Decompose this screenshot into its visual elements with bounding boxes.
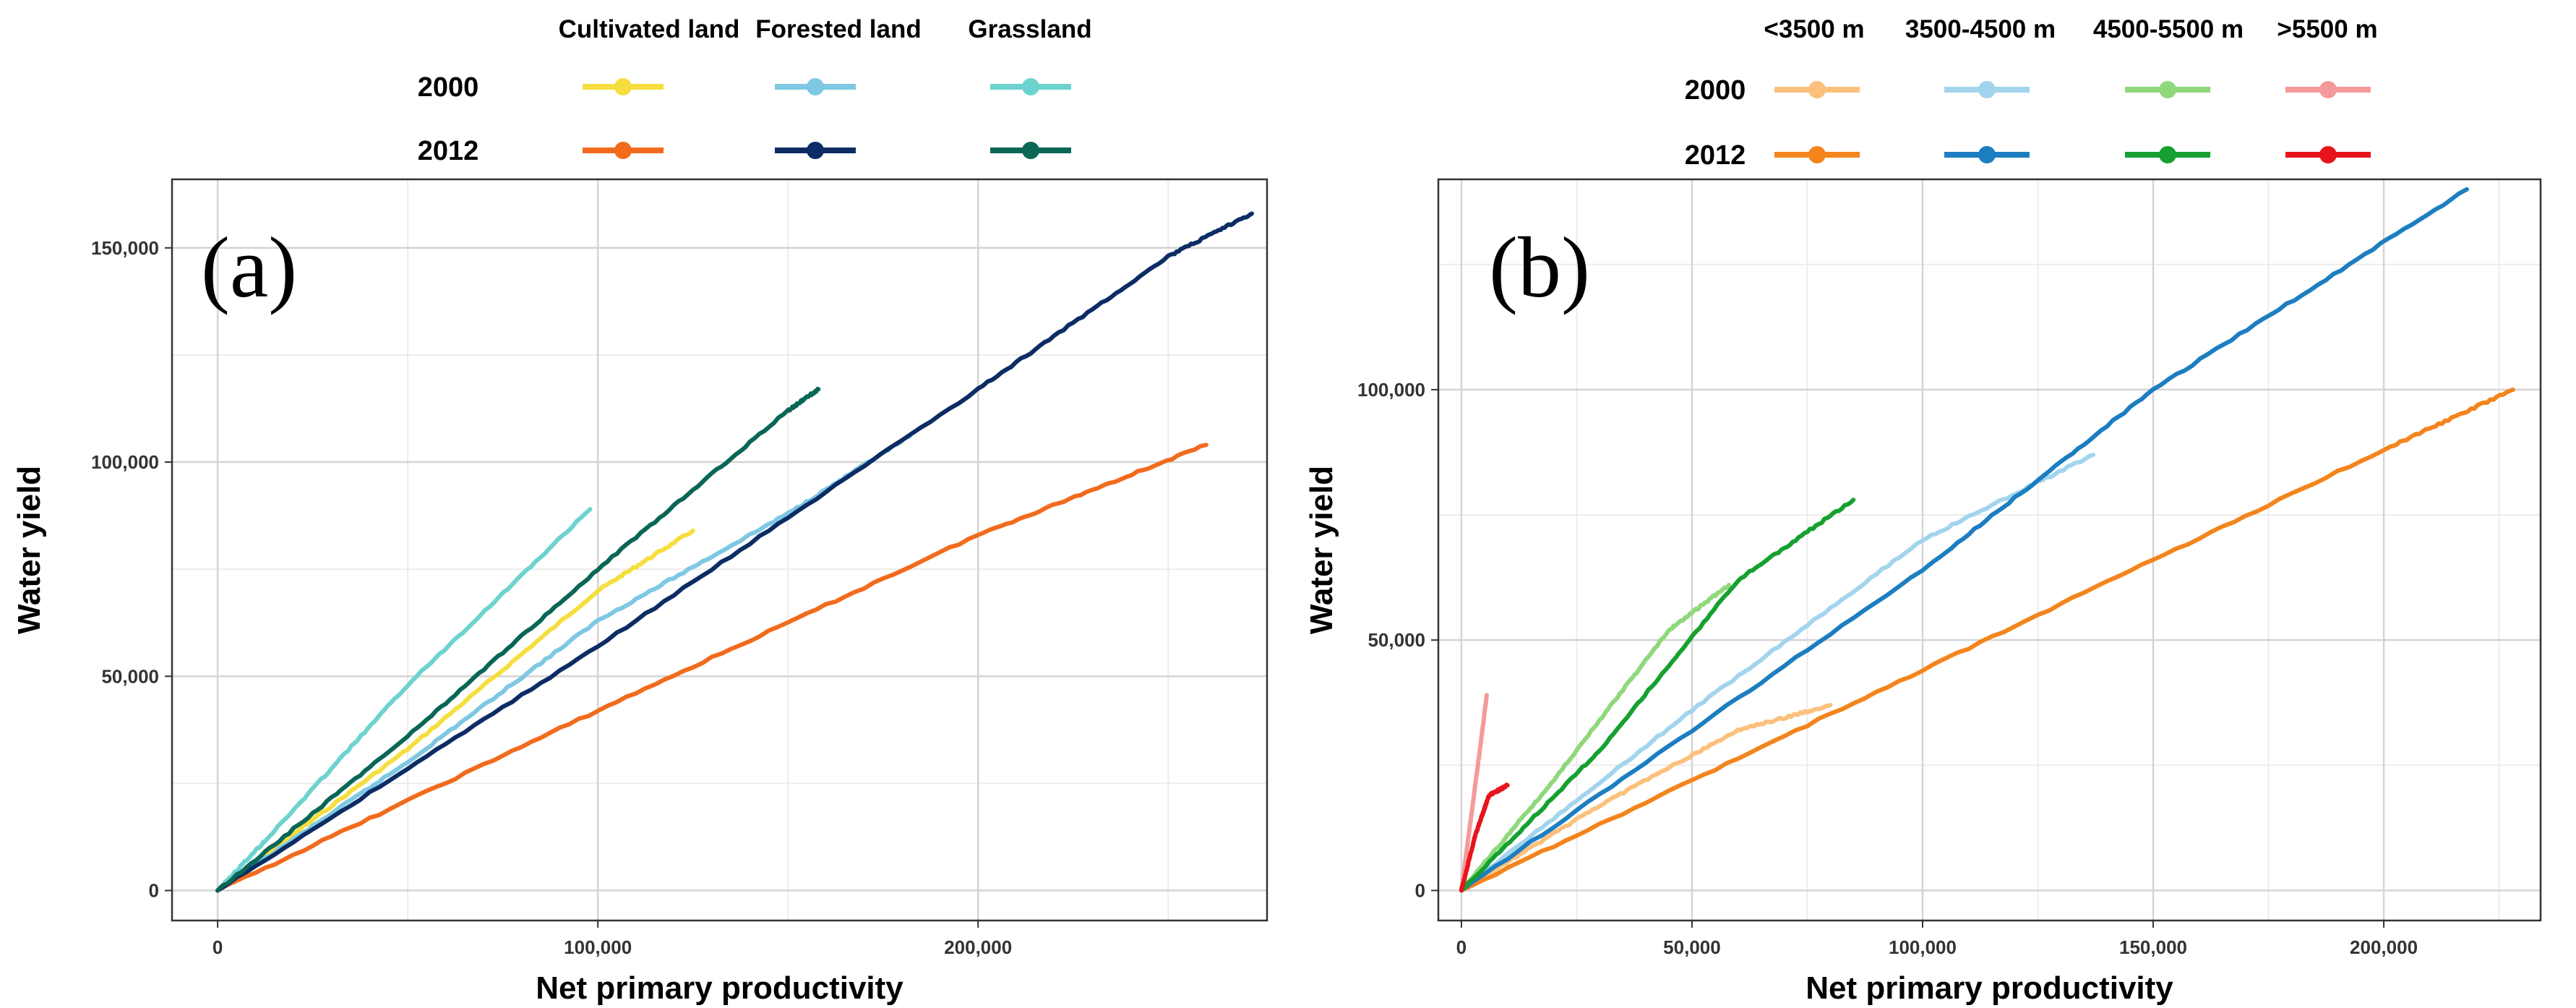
series-line [1459,452,2096,893]
minor-grid [1438,179,2541,921]
legend-category-label: Forested land [755,15,921,43]
y-tick-label: 0 [149,880,159,902]
series-line [215,443,1208,893]
legend-swatch-dot [1022,142,1039,159]
y-tick-label: 150,000 [91,237,159,259]
legend-swatch-dot [1978,146,1996,163]
x-tick-label: 150,000 [2119,936,2187,958]
legend-swatch-dot [807,78,824,95]
x-tick-label: 200,000 [2350,936,2418,958]
y-tick-label: 0 [1415,879,1425,901]
series-line [1459,497,1856,893]
plot-border [1437,178,2542,922]
series-line [215,507,593,893]
series-line [1459,583,1731,893]
legend-swatch-dot [614,78,632,95]
panel-label: (a) [201,219,297,315]
x-tick-label: 50,000 [1663,936,1721,958]
legend-swatch-dot [2319,81,2337,98]
legend-swatch-dot [1808,146,1826,163]
panel-label: (b) [1489,219,1590,315]
legend-category-label: 4500-5500 m [2093,15,2244,43]
legend-swatch-dot [2159,146,2176,163]
series-line [1459,693,1489,893]
x-axis-title: Net primary productivity [536,970,903,1006]
legend-category-label: Grassland [968,15,1091,43]
y-tick-label: 100,000 [1357,379,1425,401]
legend: Cultivated land Forested land Grassland 200… [418,15,1092,166]
y-tick-label: 100,000 [91,451,159,473]
y-tick-label: 50,000 [1368,629,1425,651]
legend-year-label: 2000 [1685,75,1746,106]
y-axis-title: Water yield [1304,466,1339,634]
x-tick-label: 0 [212,936,223,958]
legend-swatch-dot [1022,78,1039,95]
panel-b: 0 50,000 100,000 150,000 200,000 0 50,000 100,0… [1304,15,2542,1006]
series-line [215,211,1254,893]
minor-grid [172,179,1267,921]
legend-swatch-dot [2159,81,2176,98]
x-tick-label: 0 [1456,936,1467,958]
legend-swatch-dot [614,142,632,159]
x-tick-label: 100,000 [1889,936,1957,958]
panel-a: 0 100,000 200,000 0 50,000 100,000 150,000 (a) N… [12,15,1268,1006]
series-line [1459,703,1833,893]
x-tick-label: 200,000 [944,936,1012,958]
legend-swatch-dot [1808,81,1826,98]
x-tick-label: 100,000 [564,936,632,958]
legend-category-label: 3500-4500 m [1905,15,2056,43]
legend-year-label: 2012 [418,136,479,166]
series-line [1459,387,2515,893]
plot-area [1438,179,2541,921]
series-line [1459,782,1510,893]
legend: <3500 m 3500-4500 m 4500-5500 m >5500 m 2000… [1685,15,2378,171]
series-line [215,528,695,893]
legend-category-label: <3500 m [1764,15,1864,43]
series-line [215,386,821,893]
legend-year-label: 2012 [1685,140,1746,171]
legend-year-label: 2000 [418,72,479,103]
series-line [1459,187,2469,893]
legend-swatch-dot [2319,146,2337,163]
y-axis-title: Water yield [12,466,47,634]
legend-category-label: Cultivated land [559,15,740,43]
legend-swatch-dot [1978,81,1996,98]
plot-border [171,178,1268,922]
x-axis-title: Net primary productivity [1806,970,2173,1006]
legend-swatch-dot [807,142,824,159]
y-tick-label: 50,000 [101,665,159,687]
legend-category-label: >5500 m [2277,15,2377,43]
